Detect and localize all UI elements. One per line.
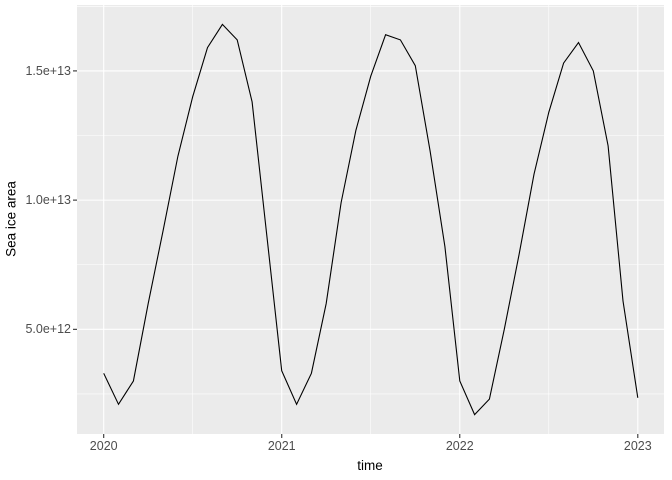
y-tick-label-1.5e13: 1.5e+13 [25, 63, 71, 78]
y-tick-label-1e13: 1.0e+13 [25, 193, 71, 208]
y-axis-title: Sea ice area [3, 181, 19, 257]
x-tick-label-2020: 2020 [89, 439, 118, 453]
x-axis-title: time [357, 458, 383, 473]
y-tick-label-5e12: 5.0e+12 [25, 322, 71, 337]
x-tick-label-2023: 2023 [623, 439, 652, 453]
x-tick-label-2022: 2022 [445, 439, 474, 453]
plot-panel [77, 5, 664, 434]
x-tick-label-2021: 2021 [267, 439, 296, 453]
